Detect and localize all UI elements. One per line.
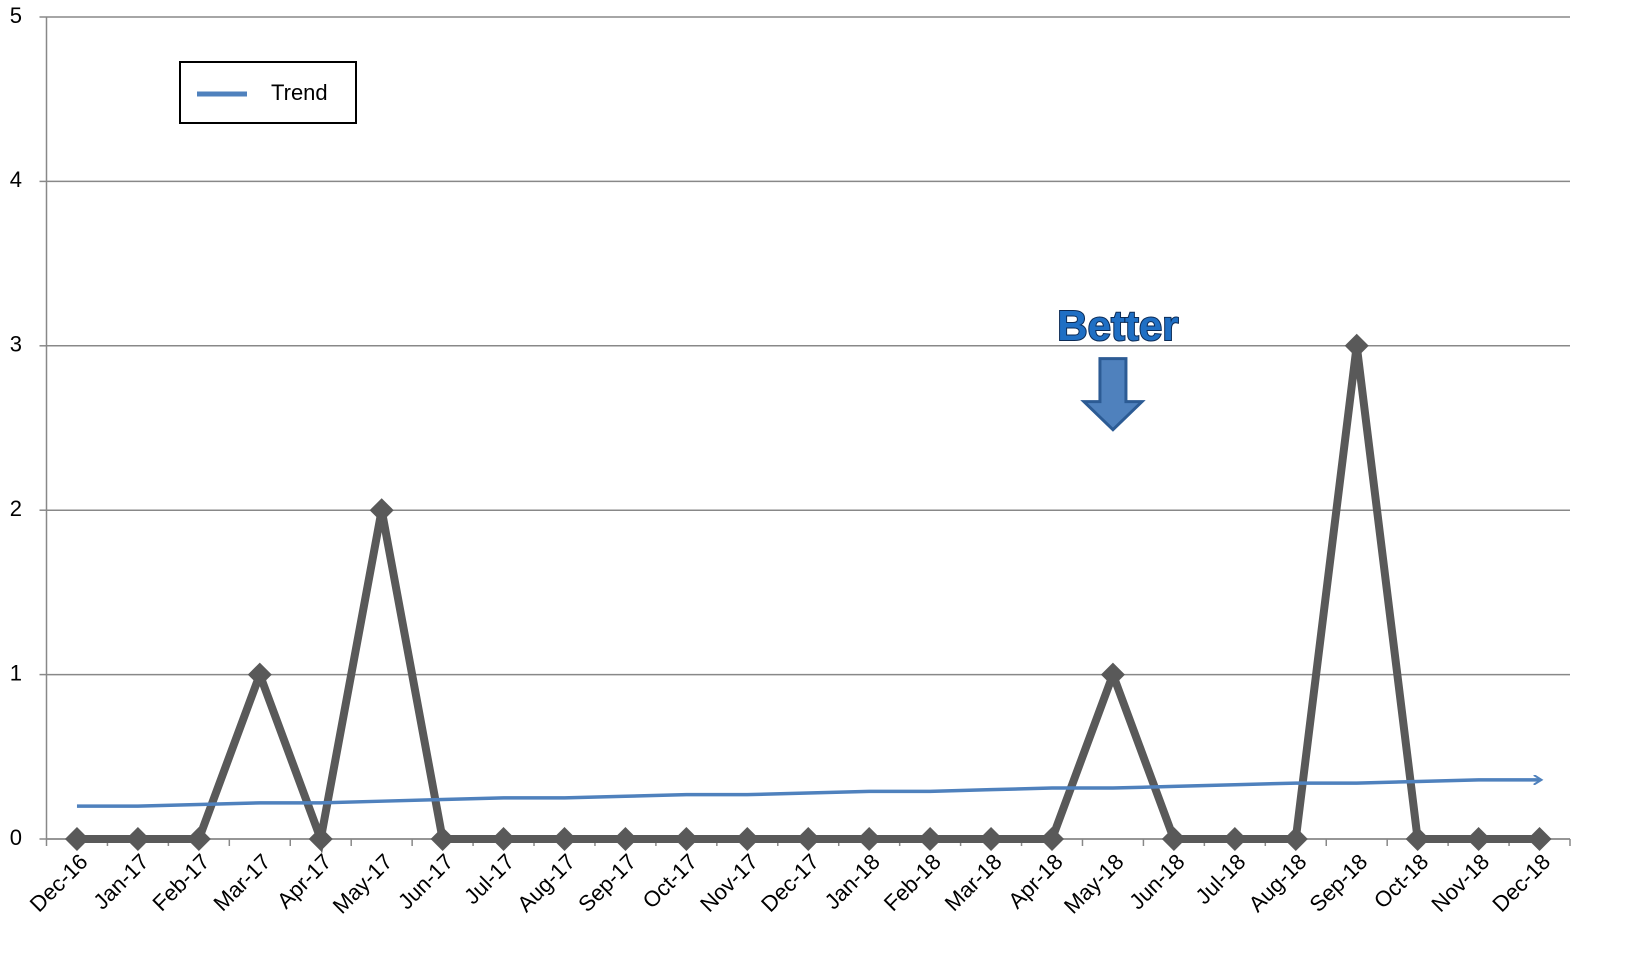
x-tick-label: May-18 [1059,849,1129,919]
trend-line [76,780,1540,808]
x-tick-label: Aug-18 [1244,849,1312,917]
data-marker [857,827,882,851]
data-marker [735,827,760,851]
x-tick-label: Jun-17 [393,849,458,914]
data-marker [369,498,394,523]
data-marker [796,827,821,851]
data-marker [125,827,150,851]
legend-label: Trend [271,80,328,105]
data-marker [1161,827,1186,851]
y-tick-label: 4 [10,167,22,192]
x-tick-label: Jul-17 [459,849,519,909]
y-tick-label: 2 [10,496,22,521]
plot: 012345Dec-16Jan-17Feb-17Mar-17Apr-17May-… [10,3,1571,919]
data-marker [186,827,211,851]
x-tick-label: Dec-17 [756,849,824,917]
x-tick-label: Jun-18 [1124,849,1189,914]
x-tick-label: Dec-18 [1487,849,1555,917]
y-tick-label: 5 [10,3,22,28]
data-marker [918,827,943,851]
data-marker [430,827,455,851]
y-tick-label: 0 [10,825,22,850]
data-marker [1527,827,1552,851]
data-marker [1466,827,1491,851]
x-tick-label: Mar-17 [208,849,275,916]
data-marker [64,827,89,851]
data-marker [552,827,577,851]
x-tick-label: Nov-18 [1426,849,1494,917]
x-tick-label: Oct-18 [1369,849,1433,913]
x-tick-label: Nov-17 [695,849,763,917]
x-tick-label: Feb-18 [879,849,946,916]
y-tick-label: 1 [10,660,22,685]
x-tick-label: Apr-18 [1003,849,1067,913]
data-marker [1040,827,1065,851]
data-marker [1405,827,1430,851]
x-tick-label: Apr-17 [272,849,336,913]
x-tick-label: Oct-17 [638,849,702,913]
y-tick-label: 3 [10,332,22,357]
x-tick-label: Sep-17 [573,849,641,917]
data-marker [1283,827,1308,851]
x-tick-label: Sep-18 [1305,849,1373,917]
data-marker [674,827,699,851]
x-tick-label: Jan-17 [88,849,153,914]
x-tick-label: Jan-18 [820,849,885,914]
x-tick-label: Aug-17 [512,849,580,917]
annotation: Better [1057,302,1178,349]
data-marker [1100,662,1125,687]
x-tick-label: Dec-16 [25,849,93,917]
data-marker [491,827,516,851]
legend-box [179,61,357,124]
data-marker [1344,333,1369,358]
data-marker [308,827,333,851]
x-tick-label: Jul-18 [1190,849,1250,909]
data-marker [979,827,1004,851]
x-tick-label: Feb-17 [148,849,215,916]
data-marker [613,827,638,851]
data-marker [1222,827,1247,851]
data-line [76,345,1540,854]
x-tick-label: Mar-18 [940,849,1007,916]
data-marker [247,662,272,687]
x-tick-label: May-17 [328,849,398,919]
annotation-arrow [1080,357,1146,432]
